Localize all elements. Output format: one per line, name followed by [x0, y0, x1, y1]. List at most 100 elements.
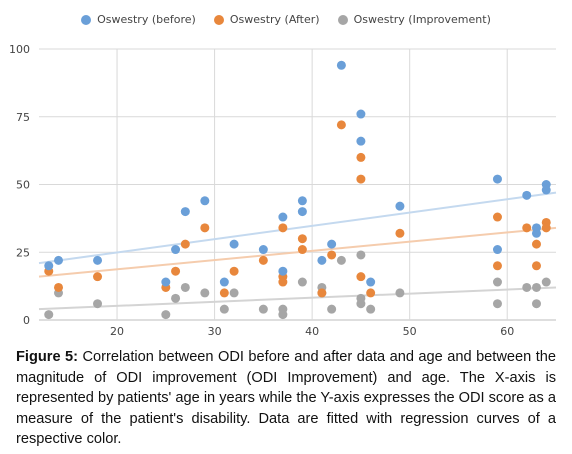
data-point [171, 293, 181, 303]
legend-marker-improvement [337, 14, 348, 25]
data-point [317, 255, 327, 265]
data-point [258, 245, 268, 255]
trend-line [38, 286, 557, 311]
data-point [258, 304, 268, 314]
data-point [161, 277, 171, 287]
data-point [531, 228, 541, 238]
data-point [366, 304, 376, 314]
data-point [366, 288, 376, 298]
data-point [522, 190, 532, 200]
data-point [297, 245, 307, 255]
x-tick-label: 40 [305, 325, 319, 338]
data-point [258, 255, 268, 265]
data-point [200, 196, 210, 206]
data-point [278, 266, 288, 276]
data-point [278, 277, 288, 287]
data-point [336, 255, 346, 265]
data-point [541, 185, 551, 195]
data-point [297, 234, 307, 244]
data-point [180, 207, 190, 217]
data-point [219, 288, 229, 298]
data-point [200, 223, 210, 233]
data-point [278, 212, 288, 222]
data-point [327, 239, 337, 249]
data-point [356, 299, 366, 309]
grid-lines [39, 48, 556, 321]
data-point [219, 304, 229, 314]
data-point [531, 282, 541, 292]
data-point [297, 277, 307, 287]
data-point [180, 239, 190, 249]
data-point [356, 174, 366, 184]
data-point [93, 255, 103, 265]
data-point [356, 272, 366, 282]
legend-item-before: Oswestry (before) [81, 13, 196, 26]
legend-item-after: Oswestry (After) [213, 13, 320, 26]
data-point [492, 212, 502, 222]
data-point [44, 310, 54, 320]
data-point [492, 245, 502, 255]
data-point [180, 282, 190, 292]
x-axis-ticks: 20 30 40 50 60 [110, 325, 514, 338]
data-point [492, 299, 502, 309]
data-point [278, 310, 288, 320]
data-point [229, 266, 239, 276]
data-point [327, 250, 337, 260]
data-point [93, 272, 103, 282]
data-point [327, 304, 337, 314]
data-point [492, 277, 502, 287]
legend-item-improvement: Oswestry (Improvement) [337, 13, 491, 26]
data-point [229, 288, 239, 298]
figure-caption: Figure 5: Correlation between ODI before… [16, 347, 556, 450]
data-point [356, 152, 366, 162]
chart-legend: Oswestry (before) Oswestry (After) Oswes… [0, 13, 572, 26]
y-tick-label: 75 [16, 111, 30, 124]
data-point [297, 196, 307, 206]
data-point [395, 288, 405, 298]
legend-label-after: Oswestry (After) [229, 13, 320, 26]
y-axis-ticks: 0 25 50 75 100 [9, 43, 30, 327]
data-point [541, 277, 551, 287]
data-point [317, 288, 327, 298]
y-tick-label: 100 [9, 43, 30, 56]
data-point [395, 228, 405, 238]
data-point [531, 261, 541, 271]
data-point [54, 255, 64, 265]
data-point [200, 288, 210, 298]
data-point [395, 201, 405, 211]
legend-label-improvement: Oswestry (Improvement) [353, 13, 491, 26]
data-point [522, 282, 532, 292]
data-point [531, 239, 541, 249]
y-tick-label: 0 [23, 314, 30, 327]
data-point [336, 60, 346, 70]
data-point [297, 207, 307, 217]
trend-line [38, 226, 557, 278]
data-point [492, 174, 502, 184]
x-tick-label: 50 [403, 325, 417, 338]
x-tick-label: 60 [500, 325, 514, 338]
data-points [44, 60, 551, 320]
data-point [356, 109, 366, 119]
data-point [229, 239, 239, 249]
scatter-chart: 20 30 40 50 60 0 25 50 75 100 [9, 43, 557, 338]
trend-lines [38, 191, 557, 311]
data-point [492, 261, 502, 271]
trend-line [38, 191, 557, 265]
x-tick-label: 30 [208, 325, 222, 338]
y-tick-label: 50 [16, 179, 30, 192]
data-point [541, 223, 551, 233]
caption-text: Correlation between ODI before and after… [16, 349, 556, 448]
data-point [171, 266, 181, 276]
data-point [522, 223, 532, 233]
data-point [278, 223, 288, 233]
data-point [219, 277, 229, 287]
data-point [44, 261, 54, 271]
data-point [171, 245, 181, 255]
legend-label-before: Oswestry (before) [97, 13, 196, 26]
data-point [93, 299, 103, 309]
data-point [161, 310, 171, 320]
y-tick-label: 25 [16, 246, 30, 259]
data-point [531, 299, 541, 309]
data-point [54, 282, 64, 292]
data-point [336, 120, 346, 130]
